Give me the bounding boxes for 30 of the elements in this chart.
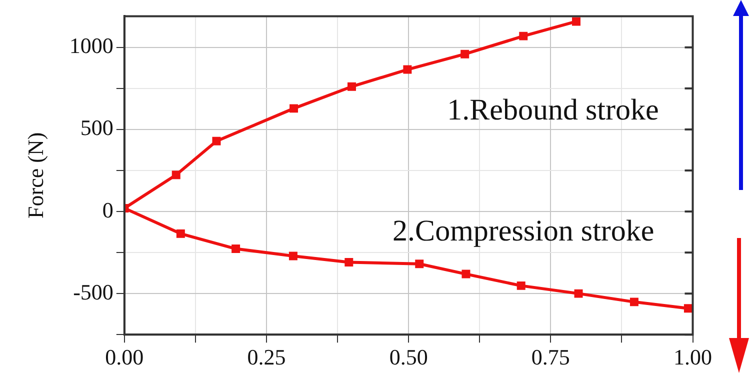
- annotation: 1.Rebound stroke: [447, 94, 659, 127]
- x-tick-label: 0.75: [531, 344, 570, 370]
- point: [288, 252, 298, 260]
- point: [574, 289, 583, 298]
- x-tick-label: 1.00: [674, 344, 712, 370]
- x-tick-label: 0.00: [105, 344, 144, 370]
- point: [172, 170, 180, 180]
- point: [462, 270, 470, 278]
- point: [348, 82, 356, 91]
- y-tick-label: -500: [73, 279, 114, 304]
- point: [212, 136, 221, 146]
- point: [516, 281, 526, 290]
- point: [519, 32, 528, 40]
- y-axis-title: Force (N): [22, 132, 48, 218]
- point: [344, 258, 354, 266]
- point: [630, 298, 638, 306]
- y-tick-label: 500: [80, 115, 114, 140]
- point: [290, 104, 298, 113]
- point: [232, 244, 240, 254]
- point: [176, 229, 185, 238]
- annotation: 2.Compression stroke: [392, 214, 654, 248]
- point: [403, 65, 412, 74]
- point: [415, 260, 424, 268]
- y-tick-label: 0: [102, 197, 114, 222]
- x-tick-label: 0.50: [389, 344, 428, 370]
- point: [460, 50, 470, 58]
- point: [684, 304, 692, 313]
- y-tick-label: 1000: [69, 33, 114, 58]
- x-tick-label: 0.25: [247, 344, 286, 370]
- point: [572, 17, 580, 26]
